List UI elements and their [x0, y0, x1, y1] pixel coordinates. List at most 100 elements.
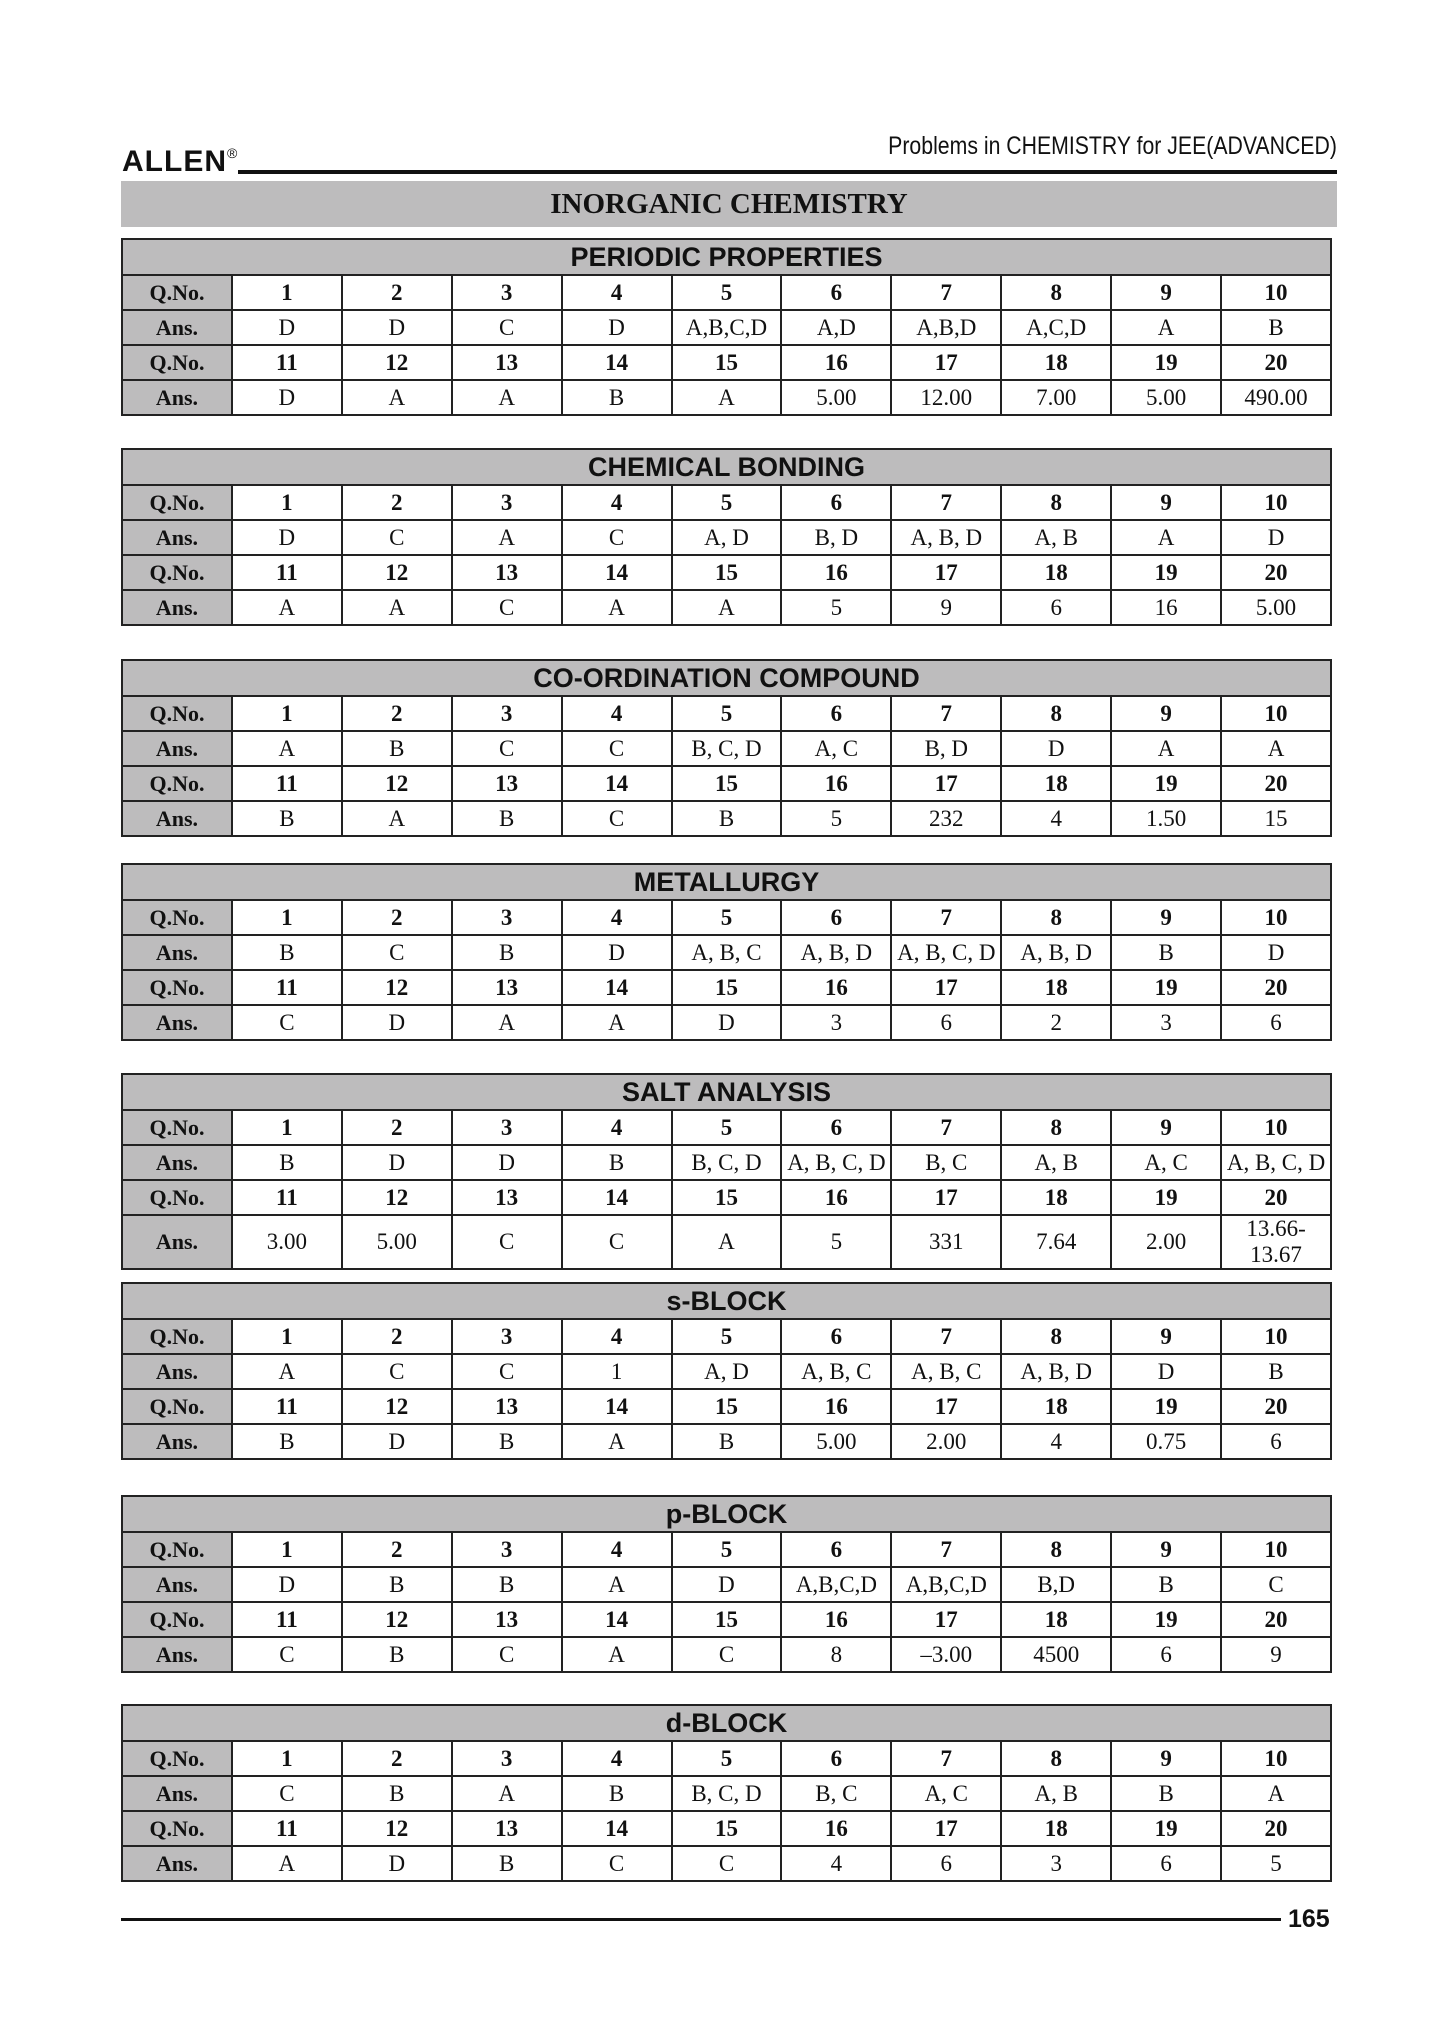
question-row: Q.No. 11 12 13 14 15 16 17 18 19 20 [121, 969, 1332, 1006]
answer-cell: D [230, 379, 343, 416]
answer-cell: 6 [1000, 589, 1113, 626]
answer-cell: 490.00 [1220, 379, 1332, 416]
answer-cell: –3.00 [890, 1636, 1003, 1673]
answer-cell: A, B, C [670, 934, 783, 971]
question-number: 18 [1000, 1810, 1113, 1847]
question-number: 14 [560, 1388, 673, 1425]
question-number: 11 [230, 765, 343, 802]
question-number: 8 [1000, 899, 1113, 936]
question-number: 13 [450, 1179, 563, 1216]
answer-cell: 6 [1220, 1004, 1332, 1041]
answer-cell: B [230, 1144, 343, 1181]
answer-cell: 4500 [1000, 1636, 1113, 1673]
answer-cell: 2.00 [1110, 1214, 1223, 1270]
answer-cell: D [340, 1004, 453, 1041]
answer-cell: A [1110, 730, 1223, 767]
answer-cell: C [230, 1004, 343, 1041]
answer-cell: D [560, 309, 673, 346]
question-number: 8 [1000, 274, 1113, 311]
answer-cell: D [670, 1566, 783, 1603]
answer-cell: C [340, 1353, 453, 1390]
answer-cell: A, B, C [890, 1353, 1003, 1390]
answer-cell: B [1110, 934, 1223, 971]
question-number: 1 [230, 1740, 343, 1777]
answer-row: Ans. D A A B A 5.00 12.00 7.00 5.00 490.00 [121, 379, 1332, 416]
question-number: 20 [1220, 554, 1332, 591]
question-number: 10 [1220, 1531, 1332, 1568]
question-number: 17 [890, 1810, 1003, 1847]
answer-cell: 4 [780, 1845, 893, 1882]
question-row: Q.No. 1 2 3 4 5 6 7 8 9 10 [121, 274, 1332, 311]
answer-cell: 9 [890, 589, 1003, 626]
answer-cell: B [450, 1845, 563, 1882]
question-number: 4 [560, 1109, 673, 1146]
question-number: 19 [1110, 1388, 1223, 1425]
question-number: 12 [340, 765, 453, 802]
question-number: 13 [450, 554, 563, 591]
answer-cell: A,B,D [890, 309, 1003, 346]
ans-label: Ans. [121, 1845, 233, 1882]
section-title: CHEMICAL BONDING [121, 448, 1332, 486]
question-number: 5 [670, 1109, 783, 1146]
qno-label: Q.No. [121, 484, 233, 521]
answer-cell: C [560, 1214, 673, 1270]
answer-cell: 12.00 [890, 379, 1003, 416]
ans-label: Ans. [121, 589, 233, 626]
answer-cell: D [230, 519, 343, 556]
answer-cell: C [450, 1214, 563, 1270]
question-number: 1 [230, 1531, 343, 1568]
ans-label: Ans. [121, 1566, 233, 1603]
answer-cell: B [230, 934, 343, 971]
qno-label: Q.No. [121, 344, 233, 381]
answer-cell: D [1220, 934, 1332, 971]
answer-cell: B [450, 800, 563, 837]
ans-label: Ans. [121, 934, 233, 971]
question-number: 14 [560, 1601, 673, 1638]
answer-cell: A, C [1110, 1144, 1223, 1181]
question-number: 3 [450, 1740, 563, 1777]
answer-cell: C [450, 1636, 563, 1673]
question-number: 13 [450, 1810, 563, 1847]
question-number: 2 [340, 899, 453, 936]
question-row: Q.No. 1 2 3 4 5 6 7 8 9 10 [121, 1109, 1332, 1146]
answer-cell: 2 [1000, 1004, 1113, 1041]
question-number: 1 [230, 695, 343, 732]
allen-logo: ALLEN® [122, 145, 239, 178]
answer-table: SALT ANALYSIS Q.No. 1 2 3 4 5 6 7 8 9 10 Ans. B D D B B, … [121, 1073, 1332, 1270]
answer-cell: 6 [890, 1004, 1003, 1041]
question-number: 2 [340, 1740, 453, 1777]
question-number: 10 [1220, 274, 1332, 311]
answer-cell: 4 [1000, 1423, 1113, 1460]
answer-cell: C [560, 800, 673, 837]
answer-cell: A [450, 1775, 563, 1812]
question-number: 5 [670, 1740, 783, 1777]
question-number: 12 [340, 1388, 453, 1425]
question-number: 1 [230, 274, 343, 311]
question-number: 6 [780, 1318, 893, 1355]
question-number: 8 [1000, 484, 1113, 521]
answer-cell: D [670, 1004, 783, 1041]
section-title: SALT ANALYSIS [121, 1073, 1332, 1111]
question-number: 19 [1110, 554, 1223, 591]
answer-cell: D [230, 309, 343, 346]
question-number: 3 [450, 899, 563, 936]
question-number: 17 [890, 1179, 1003, 1216]
book-title: Problems in CHEMISTRY for JEE(ADVANCED) [888, 132, 1337, 160]
answer-cell: 5 [780, 800, 893, 837]
answer-cell: B [340, 730, 453, 767]
question-number: 5 [670, 484, 783, 521]
answer-cell: B, C [780, 1775, 893, 1812]
answer-table: PERIODIC PROPERTIES Q.No. 1 2 3 4 5 6 7 8 9 10 Ans. D… [121, 238, 1332, 416]
answer-cell: A, D [670, 1353, 783, 1390]
question-number: 4 [560, 274, 673, 311]
page-number: 165 [1288, 1905, 1330, 1933]
question-number: 1 [230, 1318, 343, 1355]
question-number: 11 [230, 344, 343, 381]
question-number: 9 [1110, 899, 1223, 936]
question-number: 16 [780, 1601, 893, 1638]
question-row: Q.No. 1 2 3 4 5 6 7 8 9 10 [121, 1740, 1332, 1777]
question-number: 19 [1110, 969, 1223, 1006]
question-number: 7 [890, 484, 1003, 521]
answer-cell: 7.64 [1000, 1214, 1113, 1270]
